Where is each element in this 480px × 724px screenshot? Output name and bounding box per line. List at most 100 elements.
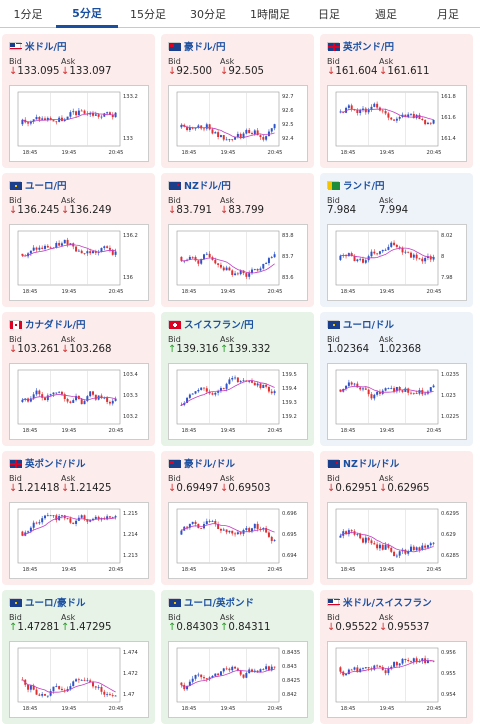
bid-label: Bid	[327, 613, 340, 622]
x-tick-label: 19:45	[62, 289, 77, 295]
pair-name[interactable]: 米ドル/スイスフラン	[343, 598, 432, 609]
rate-card[interactable]: NZドル/ドル Bid Ask ↓0.62951 ↓0.62965 0.6295 0.629…	[320, 451, 473, 585]
pair-header[interactable]: ユーロ/円	[9, 178, 66, 192]
tab-6[interactable]: 日足	[318, 8, 340, 21]
tab-2[interactable]: 5分足	[56, 0, 118, 28]
mini-chart[interactable]: 92.7 92.6 92.5 92.4 18:45 19:45 20:45	[168, 85, 308, 162]
y-tick-label: 103.3	[123, 393, 138, 399]
mini-chart[interactable]: 139.5 139.4 139.3 139.2 18:45 19:45 20:45	[168, 363, 308, 440]
pair-header[interactable]: 豪ドル/円	[168, 39, 225, 53]
ask-value: ↑139.332	[220, 344, 271, 355]
rate-card[interactable]: 英ポンド/円 Bid Ask ↓161.604 ↓161.611 161.8 161.6 16…	[320, 34, 473, 168]
candle-body	[103, 397, 106, 399]
bid-label: Bid	[9, 474, 22, 483]
y-tick-label: 1.0235	[441, 372, 459, 378]
pair-name[interactable]: ユーロ/英ポンド	[184, 598, 254, 609]
mini-chart[interactable]: 133.2 133 18:45 19:45 20:45	[9, 85, 149, 162]
pair-header[interactable]: 米ドル/スイスフラン	[327, 595, 432, 609]
x-tick-label: 20:45	[109, 706, 124, 712]
rate-card[interactable]: 豪ドル/ドル Bid Ask ↓0.69497 ↓0.69503 0.696 0.695 0.…	[161, 451, 314, 585]
x-tick-label: 18:45	[341, 567, 356, 573]
rate-card[interactable]: 米ドル/スイスフラン Bid Ask ↓0.95522 ↓0.95537 0.956 0.9…	[320, 590, 473, 724]
tab-1[interactable]: 1分足	[13, 8, 43, 21]
rate-card[interactable]: ユーロ/円 Bid Ask ↓136.245 ↓136.249 136.2 136 18:45…	[2, 173, 155, 307]
pair-header[interactable]: ランド/円	[327, 178, 384, 192]
x-tick-label: 19:45	[380, 428, 395, 434]
pair-name[interactable]: 英ポンド/円	[343, 42, 394, 53]
pair-header[interactable]: 英ポンド/円	[327, 39, 394, 53]
candle-body	[211, 257, 214, 260]
candle-body	[66, 518, 69, 520]
rate-card[interactable]: ユーロ/英ポンド Bid Ask ↑0.84303 ↑0.84311 0.8435 0.84…	[161, 590, 314, 724]
pair-header[interactable]: スイスフラン/円	[168, 317, 254, 331]
pair-name[interactable]: ユーロ/豪ドル	[25, 598, 86, 609]
rate-card[interactable]: 豪ドル/円 Bid Ask ↓92.500 ↓92.505 92.7 92.6 92.5 92.…	[161, 34, 314, 168]
pair-name[interactable]: ランド/円	[343, 181, 385, 192]
bid-arrow-icon: ↓	[9, 483, 18, 494]
pair-header[interactable]: NZドル/円	[168, 178, 231, 192]
mini-chart[interactable]: 0.8435 0.843 0.8425 0.842 18:45 19:45 20:45	[168, 641, 308, 718]
mini-chart[interactable]: 0.956 0.955 0.954 18:45 19:45 20:45	[327, 641, 467, 718]
mini-chart[interactable]: 0.6295 0.629 0.6285 18:45 19:45 20:45	[327, 502, 467, 579]
candle-body	[273, 540, 276, 541]
pair-header[interactable]: 米ドル/円	[9, 39, 66, 53]
pair-name[interactable]: 豪ドル/円	[184, 42, 226, 53]
pair-name[interactable]: NZドル/ドル	[343, 459, 400, 470]
candle-body	[412, 658, 415, 662]
pair-name[interactable]: ユーロ/ドル	[343, 320, 394, 331]
pair-name[interactable]: ユーロ/円	[25, 181, 67, 192]
rate-card[interactable]: ランド/円 Bid Ask 7.984 7.994 8.02 8 7.98 18:45 19:45…	[320, 173, 473, 307]
ask-value: ↓0.95537	[379, 622, 430, 633]
candle-body	[256, 523, 259, 529]
mini-chart[interactable]: 136.2 136 18:45 19:45 20:45	[9, 224, 149, 301]
mini-chart[interactable]: 1.215 1.214 1.213 18:45 19:45 20:45	[9, 502, 149, 579]
candle-body	[362, 388, 364, 390]
mini-chart[interactable]: 8.02 8 7.98 18:45 19:45 20:45	[327, 224, 467, 301]
pair-header[interactable]: ユーロ/豪ドル	[9, 595, 85, 609]
pair-header[interactable]: NZドル/ドル	[327, 456, 399, 470]
tab-5[interactable]: 1時間足	[250, 8, 290, 21]
mini-chart[interactable]: 103.4 103.3 103.2 18:45 19:45 20:45	[9, 363, 149, 440]
tab-8[interactable]: 月足	[437, 8, 459, 21]
tab-3[interactable]: 15分足	[130, 8, 166, 21]
mini-chart[interactable]: 1.474 1.472 1.47 18:45 19:45 20:45	[9, 641, 149, 718]
candle-body	[407, 114, 410, 117]
pair-name[interactable]: 豪ドル/ドル	[184, 459, 235, 470]
y-tick-label: 136	[123, 275, 133, 281]
candle-body	[415, 547, 418, 551]
rate-card[interactable]: NZドル/円 Bid Ask ↓83.791 ↓83.799 83.8 83.7 83.6 18…	[161, 173, 314, 307]
candlestick-chart: 0.956 0.955 0.954 18:45 19:45 20:45	[335, 647, 457, 712]
bid-label: Bid	[327, 474, 340, 483]
pair-header[interactable]: 豪ドル/ドル	[168, 456, 235, 470]
candle-body	[225, 267, 228, 271]
rate-card[interactable]: 米ドル/円 Bid Ask ↓133.095 ↓133.097 133.2 133 18:45…	[2, 34, 155, 168]
pair-header[interactable]: ユーロ/ドル	[327, 317, 394, 331]
candle-body	[208, 521, 211, 522]
rate-card[interactable]: 英ポンド/ドル Bid Ask ↓1.21418 ↓1.21425 1.215 1.214 1…	[2, 451, 155, 585]
tab-7[interactable]: 週足	[375, 8, 397, 21]
pair-header[interactable]: カナダドル/円	[9, 317, 85, 331]
mini-chart[interactable]: 161.8 161.6 161.4 18:45 19:45 20:45	[327, 85, 467, 162]
candle-body	[228, 379, 231, 384]
pair-name[interactable]: カナダドル/円	[25, 320, 86, 331]
pair-header[interactable]: ユーロ/英ポンド	[168, 595, 254, 609]
pair-name[interactable]: 英ポンド/ドル	[25, 459, 86, 470]
tab-4[interactable]: 30分足	[190, 8, 226, 21]
x-tick-label: 18:45	[182, 706, 197, 712]
mini-chart[interactable]: 83.8 83.7 83.6 18:45 19:45 20:45	[168, 224, 308, 301]
rate-card[interactable]: ユーロ/豪ドル Bid Ask ↑1.47281 ↑1.47295 1.474 1.472 1…	[2, 590, 155, 724]
pair-name[interactable]: スイスフラン/円	[184, 320, 254, 331]
candle-body	[245, 273, 248, 277]
pair-name[interactable]: 米ドル/円	[25, 42, 67, 53]
candle-body	[69, 518, 72, 523]
candle-body	[421, 658, 424, 662]
rate-card[interactable]: スイスフラン/円 Bid Ask ↑139.316 ↑139.332 139.5 139.4…	[161, 312, 314, 446]
mini-chart[interactable]: 1.0235 1.023 1.0225 18:45 19:45 20:45	[327, 363, 467, 440]
plot-area	[335, 508, 439, 564]
pair-header[interactable]: 英ポンド/ドル	[9, 456, 85, 470]
rate-card[interactable]: カナダドル/円 Bid Ask ↓103.261 ↓103.268 103.4 103.3 1…	[2, 312, 155, 446]
mini-chart[interactable]: 0.696 0.695 0.694 18:45 19:45 20:45	[168, 502, 308, 579]
rate-card[interactable]: ユーロ/ドル Bid Ask 1.02364 1.02368 1.0235 1.023 1.0…	[320, 312, 473, 446]
x-tick-label: 18:45	[23, 428, 38, 434]
pair-name[interactable]: NZドル/円	[184, 181, 231, 192]
